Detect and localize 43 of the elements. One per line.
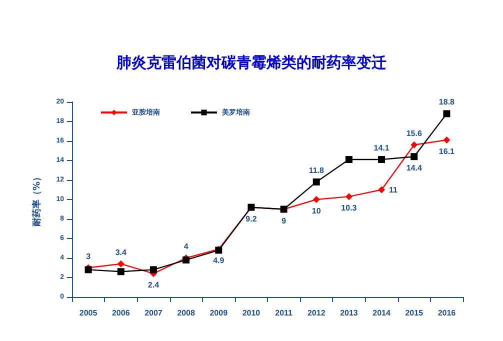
- data-label: 4.9: [213, 256, 225, 266]
- x-tick-label: 2006: [112, 308, 130, 318]
- point: [378, 156, 386, 164]
- data-label: 18.8: [438, 98, 456, 107]
- x-tick-label: 2011: [275, 308, 294, 318]
- x-tick-label: 2009: [210, 308, 228, 318]
- data-label: 16.1: [438, 147, 456, 156]
- data-label: 11: [389, 185, 398, 194]
- x-tick-label: 2012: [307, 308, 326, 318]
- point: [410, 141, 418, 148]
- data-label: 3.4: [115, 248, 127, 257]
- y-axis-title: 耐药率（%）: [32, 172, 42, 227]
- data-label: 14.4: [406, 164, 422, 173]
- x-tick-label: 2010: [242, 308, 261, 318]
- point: [117, 268, 124, 276]
- data-label: 11.8: [308, 166, 324, 175]
- point: [378, 186, 386, 194]
- chart-title: 肺炎克雷伯菌对碳青霉烯类的耐药率变迁: [116, 54, 386, 72]
- x-tick-label: 2016: [438, 308, 456, 318]
- data-label: 10: [312, 206, 322, 216]
- point: [345, 156, 352, 164]
- data-label: 9: [282, 216, 287, 226]
- x-tick-label: 2007: [144, 308, 163, 318]
- data-label: 2.4: [148, 280, 160, 290]
- point: [410, 153, 418, 160]
- data-label: 14.1: [374, 144, 390, 153]
- point: [345, 193, 352, 200]
- x-tick-label: 2015: [405, 308, 424, 318]
- data-label: 4: [184, 242, 189, 251]
- data-label: 9.2: [246, 214, 258, 224]
- point: [443, 110, 450, 118]
- x-tick-label: 2013: [340, 308, 358, 318]
- point: [312, 178, 320, 186]
- point: [443, 136, 450, 144]
- x-tick-label: 2005: [79, 308, 98, 318]
- data-label: 3: [86, 252, 92, 261]
- point: [312, 196, 320, 203]
- x-tick-label: 2008: [177, 308, 196, 318]
- data-label: 15.6: [406, 128, 422, 138]
- x-tick-label: 2014: [372, 308, 391, 318]
- point: [150, 266, 157, 274]
- data-label: 10.3: [341, 204, 358, 213]
- point: [117, 260, 124, 268]
